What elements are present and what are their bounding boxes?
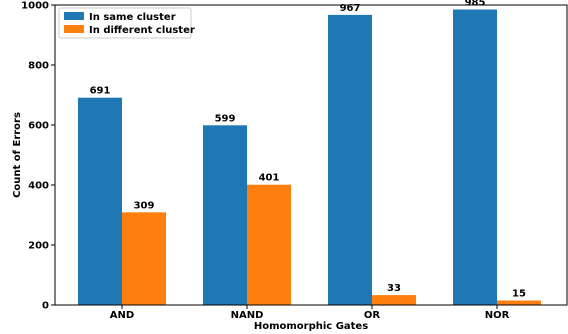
y-tick-label-400: 400	[28, 181, 49, 192]
x-axis-label: Homomorphic Gates	[254, 321, 368, 332]
x-tick-label-and: AND	[110, 310, 134, 321]
y-tick-label-1000: 1000	[21, 1, 49, 12]
legend-swatch-series-1	[64, 12, 84, 20]
y-tick-label-0: 0	[42, 301, 49, 312]
bar-nand-series-2	[247, 185, 291, 305]
data-label-or-series-2: 33	[387, 283, 401, 294]
bar-or-series-2	[372, 295, 416, 305]
bar-or-series-1	[328, 15, 372, 305]
data-label-nand-series-1: 599	[215, 113, 236, 124]
x-tick-label-nor: NOR	[485, 310, 510, 321]
y-tick-label-800: 800	[28, 61, 49, 72]
legend-label-series-1: In same cluster	[89, 12, 176, 23]
legend: In same cluster In different cluster	[59, 8, 195, 38]
x-tick-label-or: OR	[364, 310, 381, 321]
data-label-and-series-2: 309	[134, 200, 155, 211]
bar-and-series-2	[122, 212, 166, 305]
bar-nor-series-1	[453, 10, 497, 306]
bar-nand-series-1	[203, 125, 247, 305]
legend-swatch-series-2	[64, 25, 84, 33]
data-label-nand-series-2: 401	[259, 173, 280, 184]
data-label-nor-series-2: 15	[512, 289, 526, 300]
data-label-nor-series-1: 985	[465, 0, 486, 9]
y-tick-label-600: 600	[28, 121, 49, 132]
bar-and-series-1	[78, 98, 122, 305]
legend-label-series-2: In different cluster	[89, 25, 195, 36]
x-tick-label-nand: NAND	[231, 310, 264, 321]
y-tick-label-200: 200	[28, 241, 49, 252]
bar-nor-series-2	[497, 301, 541, 306]
data-label-and-series-1: 691	[90, 86, 111, 97]
y-axis-label: Count of Errors	[12, 112, 23, 198]
